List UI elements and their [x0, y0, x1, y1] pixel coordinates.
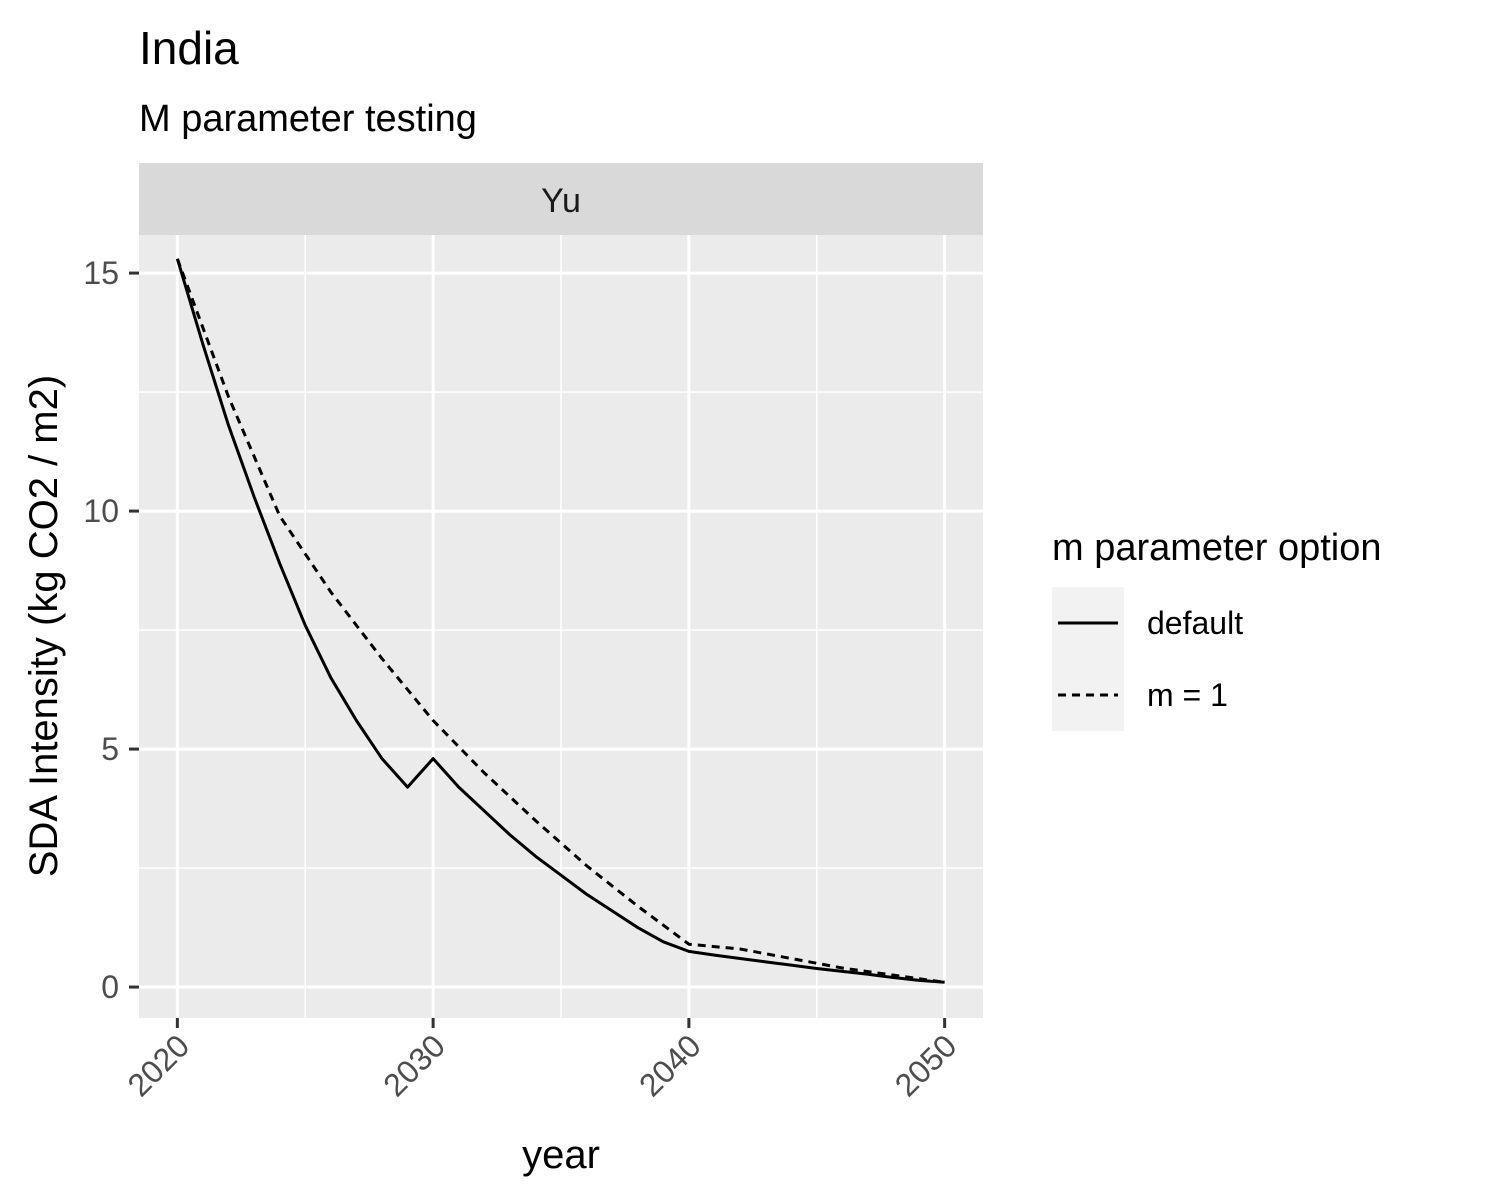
- series-line-2: [175, 258, 945, 984]
- y-axis: 0 5 10 15: [83, 255, 139, 1005]
- x-tick-label: 2040: [632, 1027, 708, 1103]
- legend-key-background: [1052, 587, 1124, 731]
- legend-label-1: default: [1147, 605, 1243, 641]
- series-line-1: [175, 258, 945, 984]
- facet-strip: [139, 163, 983, 235]
- y-tick-label: 0: [101, 969, 119, 1005]
- legend-title: m parameter option: [1052, 527, 1382, 569]
- x-tick-label: 2020: [121, 1027, 197, 1103]
- y-axis-title: SDA Intensity (kg CO2 / m2): [22, 375, 66, 877]
- chart-title: India: [139, 22, 239, 74]
- series-layer: [175, 258, 945, 984]
- x-tick-label: 2030: [376, 1027, 452, 1103]
- x-axis-title: year: [522, 1133, 600, 1177]
- chart-subtitle: M parameter testing: [139, 98, 477, 140]
- facet-label: Yu: [541, 182, 581, 220]
- legend-items: default m = 1: [1058, 605, 1243, 713]
- y-tick-label: 15: [83, 255, 119, 291]
- legend: m parameter option default m = 1: [1052, 527, 1382, 731]
- x-axis: 2020 2030 2040 2050: [121, 1018, 964, 1103]
- major-gridlines: [139, 235, 983, 1018]
- legend-label-2: m = 1: [1147, 677, 1228, 713]
- x-tick-label: 2050: [888, 1027, 964, 1103]
- y-tick-label: 5: [101, 731, 119, 767]
- y-tick-label: 10: [83, 493, 119, 529]
